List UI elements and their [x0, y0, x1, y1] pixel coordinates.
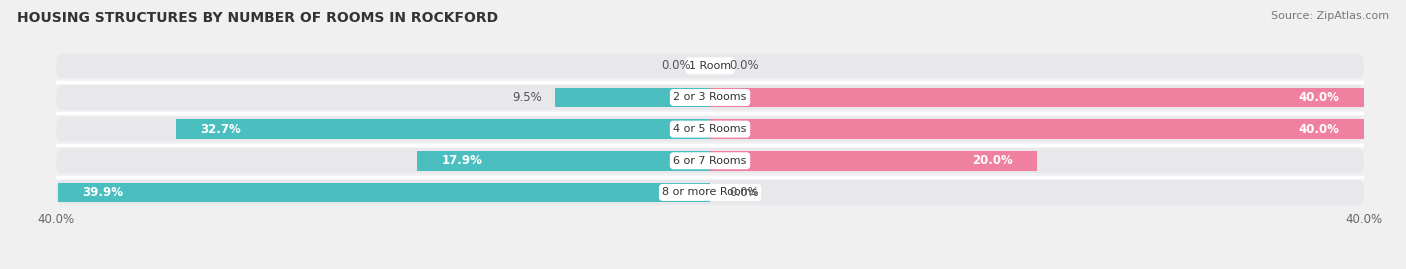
Text: 39.9%: 39.9%	[83, 186, 124, 199]
Text: 0.0%: 0.0%	[730, 186, 759, 199]
Text: 4 or 5 Rooms: 4 or 5 Rooms	[673, 124, 747, 134]
Text: 32.7%: 32.7%	[200, 123, 240, 136]
Text: 1 Room: 1 Room	[689, 61, 731, 71]
Text: 17.9%: 17.9%	[441, 154, 482, 167]
Text: 8 or more Rooms: 8 or more Rooms	[662, 187, 758, 197]
Text: 9.5%: 9.5%	[512, 91, 541, 104]
Text: 40.0%: 40.0%	[1298, 91, 1340, 104]
Bar	[555, 88, 710, 107]
Bar	[710, 151, 1038, 171]
Text: 40.0%: 40.0%	[1298, 123, 1340, 136]
FancyBboxPatch shape	[56, 180, 1364, 205]
FancyBboxPatch shape	[56, 117, 1364, 141]
Text: 2 or 3 Rooms: 2 or 3 Rooms	[673, 93, 747, 102]
FancyBboxPatch shape	[56, 54, 1364, 78]
Bar	[710, 119, 1364, 139]
Bar	[176, 119, 710, 139]
Text: Source: ZipAtlas.com: Source: ZipAtlas.com	[1271, 11, 1389, 21]
Text: 6 or 7 Rooms: 6 or 7 Rooms	[673, 156, 747, 166]
FancyBboxPatch shape	[56, 148, 1364, 173]
Bar	[58, 183, 710, 202]
Text: HOUSING STRUCTURES BY NUMBER OF ROOMS IN ROCKFORD: HOUSING STRUCTURES BY NUMBER OF ROOMS IN…	[17, 11, 498, 25]
Legend: Owner-occupied, Renter-occupied: Owner-occupied, Renter-occupied	[585, 266, 835, 269]
Text: 20.0%: 20.0%	[972, 154, 1012, 167]
Bar	[710, 88, 1364, 107]
Text: 0.0%: 0.0%	[730, 59, 759, 72]
Text: 0.0%: 0.0%	[661, 59, 690, 72]
FancyBboxPatch shape	[56, 85, 1364, 110]
Bar	[418, 151, 710, 171]
